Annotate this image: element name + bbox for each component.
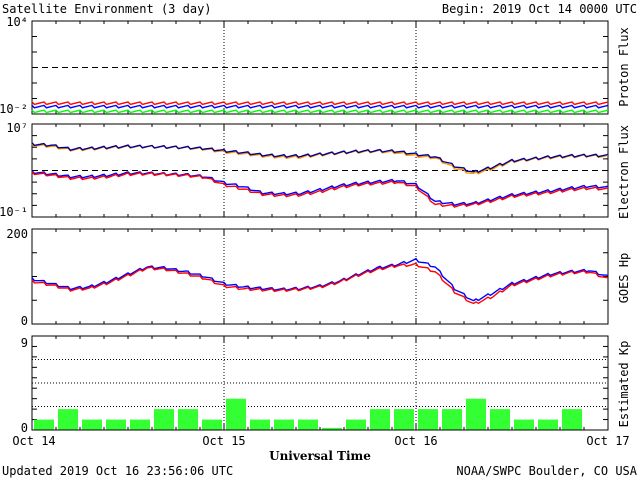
goes-hp-ylabel: GOES Hp: [617, 253, 631, 304]
goes-hp-series-red: [31, 262, 609, 305]
kp-bar: [322, 427, 342, 430]
kp-ylabel: Estimated Kp: [617, 341, 631, 428]
goes-hp-ytick-bottom: 0: [21, 314, 28, 328]
credit-text: NOAA/SWPC Boulder, CO USA: [456, 464, 637, 478]
electron-flux-frame: [31, 123, 609, 218]
proton-flux-ytick-bottom: 10⁻²: [0, 102, 28, 116]
electron-flux-series-navy: [31, 142, 609, 174]
kp-bar: [466, 398, 486, 430]
goes-hp-ytick-top: 200: [6, 227, 28, 241]
figure-title: Satellite Environment (3 day): [2, 2, 212, 16]
proton-flux-ytick-top: 10⁴: [6, 15, 28, 29]
kp-bar: [490, 409, 510, 430]
kp-panel: 9 0 Estimated Kp: [21, 335, 631, 435]
xtick-oct15: Oct 15: [202, 434, 245, 448]
goes-hp-series-blue: [31, 257, 609, 302]
x-axis-label: Universal Time: [269, 449, 371, 463]
kp-bar: [418, 409, 438, 430]
electron-flux-series-red: [31, 171, 609, 208]
kp-ytick-top: 9: [21, 336, 28, 350]
kp-ytick-bottom: 0: [21, 421, 28, 435]
begin-time: Begin: 2019 Oct 14 0000 UTC: [442, 2, 637, 16]
kp-bar: [442, 409, 462, 430]
xtick-oct14: Oct 14: [12, 434, 55, 448]
proton-flux-series-blue: [31, 104, 609, 109]
kp-bar: [274, 419, 294, 430]
kp-bar: [562, 409, 582, 430]
kp-bar: [250, 419, 270, 430]
goes-hp-frame: [31, 228, 609, 325]
electron-flux-series-blue: [31, 170, 609, 207]
xtick-oct16: Oct 16: [394, 434, 437, 448]
kp-bar: [154, 409, 174, 430]
kp-bar: [370, 409, 390, 430]
kp-frame: [31, 335, 609, 431]
kp-bar: [514, 419, 534, 430]
electron-flux-ytick-top: 10⁷: [6, 121, 28, 135]
kp-bar: [178, 409, 198, 430]
kp-bar: [202, 419, 222, 430]
proton-flux-frame: [31, 20, 609, 115]
proton-flux-series-green: [31, 109, 609, 114]
xtick-oct17: Oct 17: [586, 434, 629, 448]
kp-bar: [58, 409, 78, 430]
electron-flux-panel: 10⁷ 10⁻¹ Electron Flux: [0, 121, 631, 219]
proton-flux-ylabel: Proton Flux: [617, 27, 631, 106]
kp-bar: [226, 398, 246, 430]
kp-bar: [346, 419, 366, 430]
electron-flux-ytick-bottom: 10⁻¹: [0, 205, 28, 219]
goes-hp-panel: 200 0 GOES Hp: [6, 227, 631, 328]
proton-flux-panel: 10⁴ 10⁻² Proton Flux: [0, 15, 631, 116]
electron-flux-ylabel: Electron Flux: [617, 125, 631, 219]
kp-bar: [34, 419, 54, 430]
kp-bar: [106, 419, 126, 430]
proton-flux-series-red: [31, 101, 609, 106]
kp-bar: [130, 419, 150, 430]
kp-bar: [538, 419, 558, 430]
updated-time: Updated 2019 Oct 16 23:56:06 UTC: [2, 464, 233, 478]
kp-bar: [394, 409, 414, 430]
kp-bar: [298, 419, 318, 430]
kp-bar: [82, 419, 102, 430]
